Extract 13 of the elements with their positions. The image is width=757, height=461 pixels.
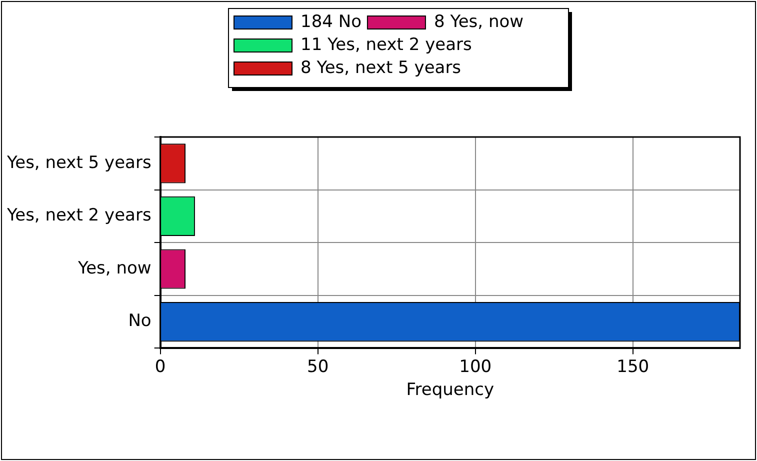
legend-label: 8 Yes, now: [434, 12, 524, 32]
y-tick-label: Yes, now: [76, 258, 152, 278]
legend-label: 184 No: [300, 12, 362, 32]
x-tick-label: 100: [459, 356, 492, 377]
x-tick-label: 50: [307, 356, 329, 377]
x-axis-title: Frequency: [406, 380, 494, 400]
y-tick-label: Yes, next 5 years: [6, 152, 152, 173]
legend-label: 11 Yes, next 2 years: [300, 34, 472, 55]
x-tick-label: 150: [616, 356, 650, 377]
legend-label: 8 Yes, next 5 years: [300, 58, 462, 78]
y-tick-label: Yes, next 2 years: [6, 206, 152, 226]
x-tick-label: 0: [154, 356, 166, 377]
y-tick-label: No: [128, 311, 152, 332]
